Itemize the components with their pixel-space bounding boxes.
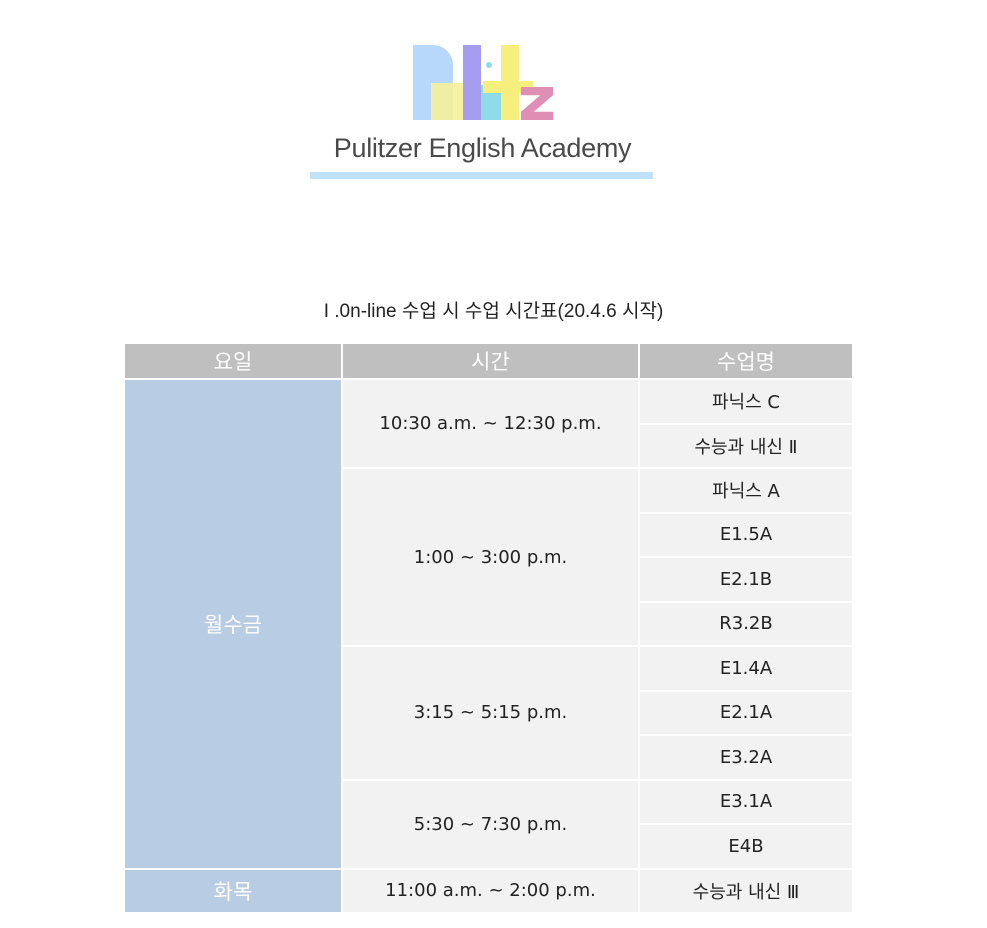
table-row: 수능과 내신 Ⅱ (124, 422, 854, 469)
class-cell: E1.5A (638, 511, 854, 558)
table-row: 화목 11:00 a.m. ~ 2:00 p.m. 수능과 내신 Ⅲ (123, 867, 854, 914)
table-row: E4B (124, 823, 854, 870)
class-cell: E3.1A (638, 778, 854, 825)
academy-logo: Pulitzer English Academy (310, 40, 655, 185)
header-class: 수업명 (638, 342, 854, 380)
class-cell: E2.1A (638, 689, 854, 736)
time-cell: 1:00 ~ 3:00 p.m. (341, 467, 640, 647)
logo-text: Pulitzer English Academy (333, 133, 632, 163)
schedule-table: 요일 시간 수업명 월수금 10:30 a.m. ~ 12:30 p.m. 파닉스 … (123, 342, 854, 914)
time-cell: 3:15 ~ 5:15 p.m. (341, 645, 640, 781)
class-cell: E3.2A (638, 734, 854, 781)
table-row: E1.5A (124, 511, 854, 558)
logo-underline (310, 172, 653, 179)
header-day: 요일 (123, 342, 343, 380)
table-row: 1:00 ~ 3:00 p.m. 파닉스 A (124, 467, 854, 647)
class-cell: 수능과 내신 Ⅲ (638, 867, 854, 914)
class-cell: 파닉스 C (638, 378, 854, 425)
table-row: E2.1A (124, 689, 854, 736)
class-cell: 수능과 내신 Ⅱ (638, 422, 854, 469)
time-cell: 10:30 a.m. ~ 12:30 p.m. (341, 378, 640, 469)
day-cell: 월수금 (123, 378, 343, 870)
table-row: 3:15 ~ 5:15 p.m. E1.4A (124, 645, 854, 781)
table-row: E2.1B (124, 556, 854, 603)
table-row: 월수금 10:30 a.m. ~ 12:30 p.m. 파닉스 C (123, 378, 854, 870)
class-cell: E1.4A (638, 645, 854, 692)
table-row: R3.2B (124, 600, 854, 647)
header-row: 요일 시간 수업명 (123, 342, 854, 380)
class-cell: 파닉스 A (638, 467, 854, 514)
time-cell: 11:00 a.m. ~ 2:00 p.m. (341, 867, 640, 914)
table-row: E3.2A (124, 734, 854, 781)
class-cell: E4B (638, 823, 854, 870)
time-cell: 5:30 ~ 7:30 p.m. (341, 778, 640, 870)
day-cell: 화목 (123, 867, 343, 914)
class-cell: R3.2B (638, 600, 854, 647)
page-title: I .0n-line 수업 시 수업 시간표(20.4.6 시작) (323, 301, 664, 322)
logo-mark (413, 45, 553, 125)
class-cell: E2.1B (638, 556, 854, 603)
table-row: 5:30 ~ 7:30 p.m. E3.1A (124, 778, 854, 870)
header-time: 시간 (341, 342, 640, 380)
